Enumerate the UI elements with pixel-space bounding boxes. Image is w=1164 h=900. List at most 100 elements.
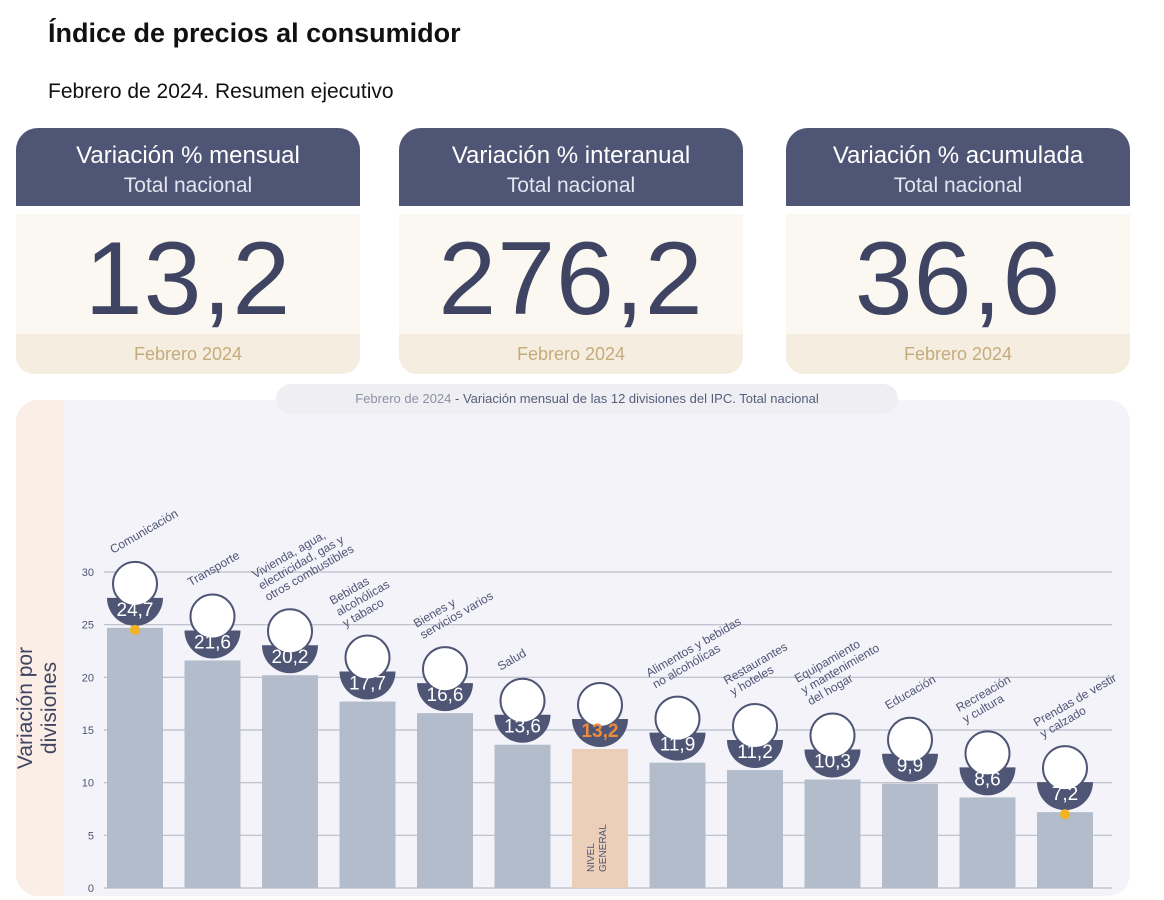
y-tick-label: 20 <box>82 672 94 684</box>
chart-title-text: - Variación mensual de las 12 divisiones… <box>451 391 819 406</box>
y-tick-label: 25 <box>82 620 94 632</box>
data-label: 10,3 <box>814 752 851 773</box>
card-period: Febrero 2024 <box>786 334 1130 374</box>
category-label-line: GENERAL <box>598 824 609 872</box>
category-label-line: Educación <box>883 672 939 712</box>
data-label: 7,2 <box>1052 784 1078 805</box>
scissors-icon <box>422 646 468 693</box>
category-label-line: Transporte <box>185 548 242 589</box>
bar <box>417 713 473 888</box>
highlight-marker <box>130 624 140 635</box>
phone-icon <box>112 560 158 607</box>
card-body: 36,6 Febrero 2024 <box>786 214 1130 374</box>
card-body: 13,2 Febrero 2024 <box>16 214 360 374</box>
bar <box>804 779 861 888</box>
chart-title: Febrero de 2024 - Variación mensual de l… <box>276 384 898 414</box>
value-badge <box>184 630 241 659</box>
category-label-line: Comunicación <box>108 506 181 556</box>
value-badge <box>494 714 551 743</box>
card-value: 276,2 <box>438 221 704 337</box>
y-tick-label: 30 <box>82 567 94 579</box>
accumulated-variation-card: Variación % acumulada Total nacional 36,… <box>786 128 1130 374</box>
category-label: Salud <box>495 646 529 673</box>
value-badge <box>107 597 163 626</box>
category-label: Educación <box>883 672 939 712</box>
card-value: 36,6 <box>854 221 1062 337</box>
bar <box>107 627 163 888</box>
data-label: 11,2 <box>737 742 773 763</box>
y-axis-label: Variación por divisiones <box>14 646 61 770</box>
card-title: Variación % mensual <box>76 142 300 169</box>
value-badge <box>649 732 706 761</box>
category-label-line: Salud <box>495 646 529 673</box>
category-label: Bebidasalcohólicasy tabaco <box>327 566 398 630</box>
data-label: 17,7 <box>349 674 386 695</box>
data-label: 20,2 <box>272 647 309 668</box>
card-header: Variación % acumulada Total nacional <box>786 128 1130 206</box>
category-label: Comunicación <box>108 506 181 556</box>
page-title: Índice de precios al consumidor <box>48 18 461 48</box>
value-badge <box>417 683 473 712</box>
category-label: Recreacióny cultura <box>954 672 1020 726</box>
medical-cross-icon <box>499 677 546 724</box>
card-period: Febrero 2024 <box>16 334 360 374</box>
bar <box>1037 812 1093 888</box>
value-badge <box>727 740 783 769</box>
category-label: Bienes yservicios varios <box>411 577 496 641</box>
card-scope: Total nacional <box>506 174 636 197</box>
value-badge <box>1037 782 1093 811</box>
data-label: 16,6 <box>427 685 464 706</box>
monthly-variation-card: Variación % mensual Total nacional 13,2 … <box>16 128 360 374</box>
card-scope: Total nacional <box>123 174 253 197</box>
card-title: Variación % acumulada <box>832 142 1084 169</box>
highlight-marker <box>1060 809 1070 820</box>
category-label: NIVELGENERAL <box>586 824 609 872</box>
bar <box>572 748 628 888</box>
data-label: 13,6 <box>504 717 541 738</box>
card-value: 13,2 <box>84 221 292 337</box>
data-label: 11,9 <box>660 735 696 756</box>
cutlery-icon <box>732 703 778 750</box>
beach-umbrella-icon <box>964 730 1011 777</box>
page-subtitle: Febrero de 2024. Resumen ejecutivo <box>48 80 394 103</box>
shopping-basket-icon <box>577 681 623 728</box>
value-badge <box>262 645 318 674</box>
card-scope: Total nacional <box>893 174 1023 197</box>
bar <box>649 762 706 888</box>
car-icon <box>189 593 236 640</box>
chicken-icon <box>654 695 701 742</box>
bar <box>339 701 396 888</box>
bottle-icon <box>344 634 391 681</box>
data-label: 9,9 <box>897 756 923 777</box>
value-badge <box>572 718 628 747</box>
notebook-icon <box>887 716 933 763</box>
category-label: Equipamientoy mantenimientodel hogar <box>792 629 889 708</box>
tshirt-icon <box>1042 745 1088 792</box>
category-label: Transporte <box>185 548 242 589</box>
data-label: 13,2 <box>582 721 619 742</box>
value-badge <box>339 671 396 700</box>
bar <box>959 797 1016 888</box>
bar <box>727 770 783 888</box>
y-tick-label: 5 <box>88 830 94 842</box>
y-tick-label: 0 <box>88 883 94 895</box>
washing-machine-icon <box>809 712 856 759</box>
card-period: Febrero 2024 <box>399 334 743 374</box>
category-label-line: NIVEL <box>586 843 597 872</box>
yearly-variation-card: Variación % interanual Total nacional 27… <box>399 128 743 374</box>
category-label: Restaurantesy hoteles <box>721 640 796 699</box>
bar <box>262 675 318 888</box>
value-badge <box>882 753 938 782</box>
lightbulb-icon <box>267 608 313 655</box>
data-label: 8,6 <box>974 769 1000 790</box>
chart-title-period: Febrero de 2024 <box>355 391 452 406</box>
bar <box>494 744 551 888</box>
data-label: 21,6 <box>194 632 231 653</box>
card-title: Variación % interanual <box>451 142 691 169</box>
card-body: 276,2 Febrero 2024 <box>399 214 743 374</box>
bar <box>184 660 241 888</box>
card-header: Variación % mensual Total nacional <box>16 128 360 206</box>
card-header: Variación % interanual Total nacional <box>399 128 743 206</box>
data-label: 24,7 <box>117 600 154 621</box>
